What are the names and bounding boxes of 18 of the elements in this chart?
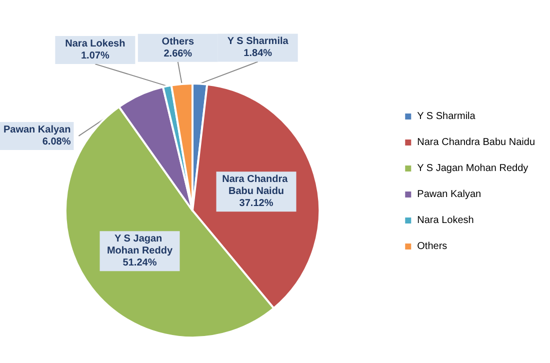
slice-label: Y S Sharmila — [227, 36, 289, 48]
legend-label: Y S Jagan Mohan Reddy — [417, 163, 528, 174]
legend-label: Nara Chandra Babu Naidu — [417, 137, 536, 148]
legend-label: Nara Lokesh — [417, 215, 474, 226]
slice-label: Others — [162, 36, 194, 48]
data-label: 51.24% — [122, 258, 157, 269]
data-label: 2.66% — [164, 48, 192, 60]
legend-label: Others — [417, 241, 448, 252]
data-label: 1.84% — [244, 48, 272, 60]
legend-label: Pawan Kalyan — [417, 189, 482, 200]
slice-label: Nara Chandra Babu Naidu — [222, 174, 290, 198]
slice-label: Y S Jagan Mohan Reddy — [106, 234, 173, 257]
slice-label: Nara Lokesh — [65, 38, 126, 50]
legend-label: Y S Sharmila — [417, 111, 476, 122]
data-label: 37.12% — [239, 198, 274, 210]
slice-label: Pawan Kalyan — [3, 124, 71, 136]
data-label: 6.08% — [42, 136, 71, 148]
data-label: 1.07% — [80, 50, 110, 62]
